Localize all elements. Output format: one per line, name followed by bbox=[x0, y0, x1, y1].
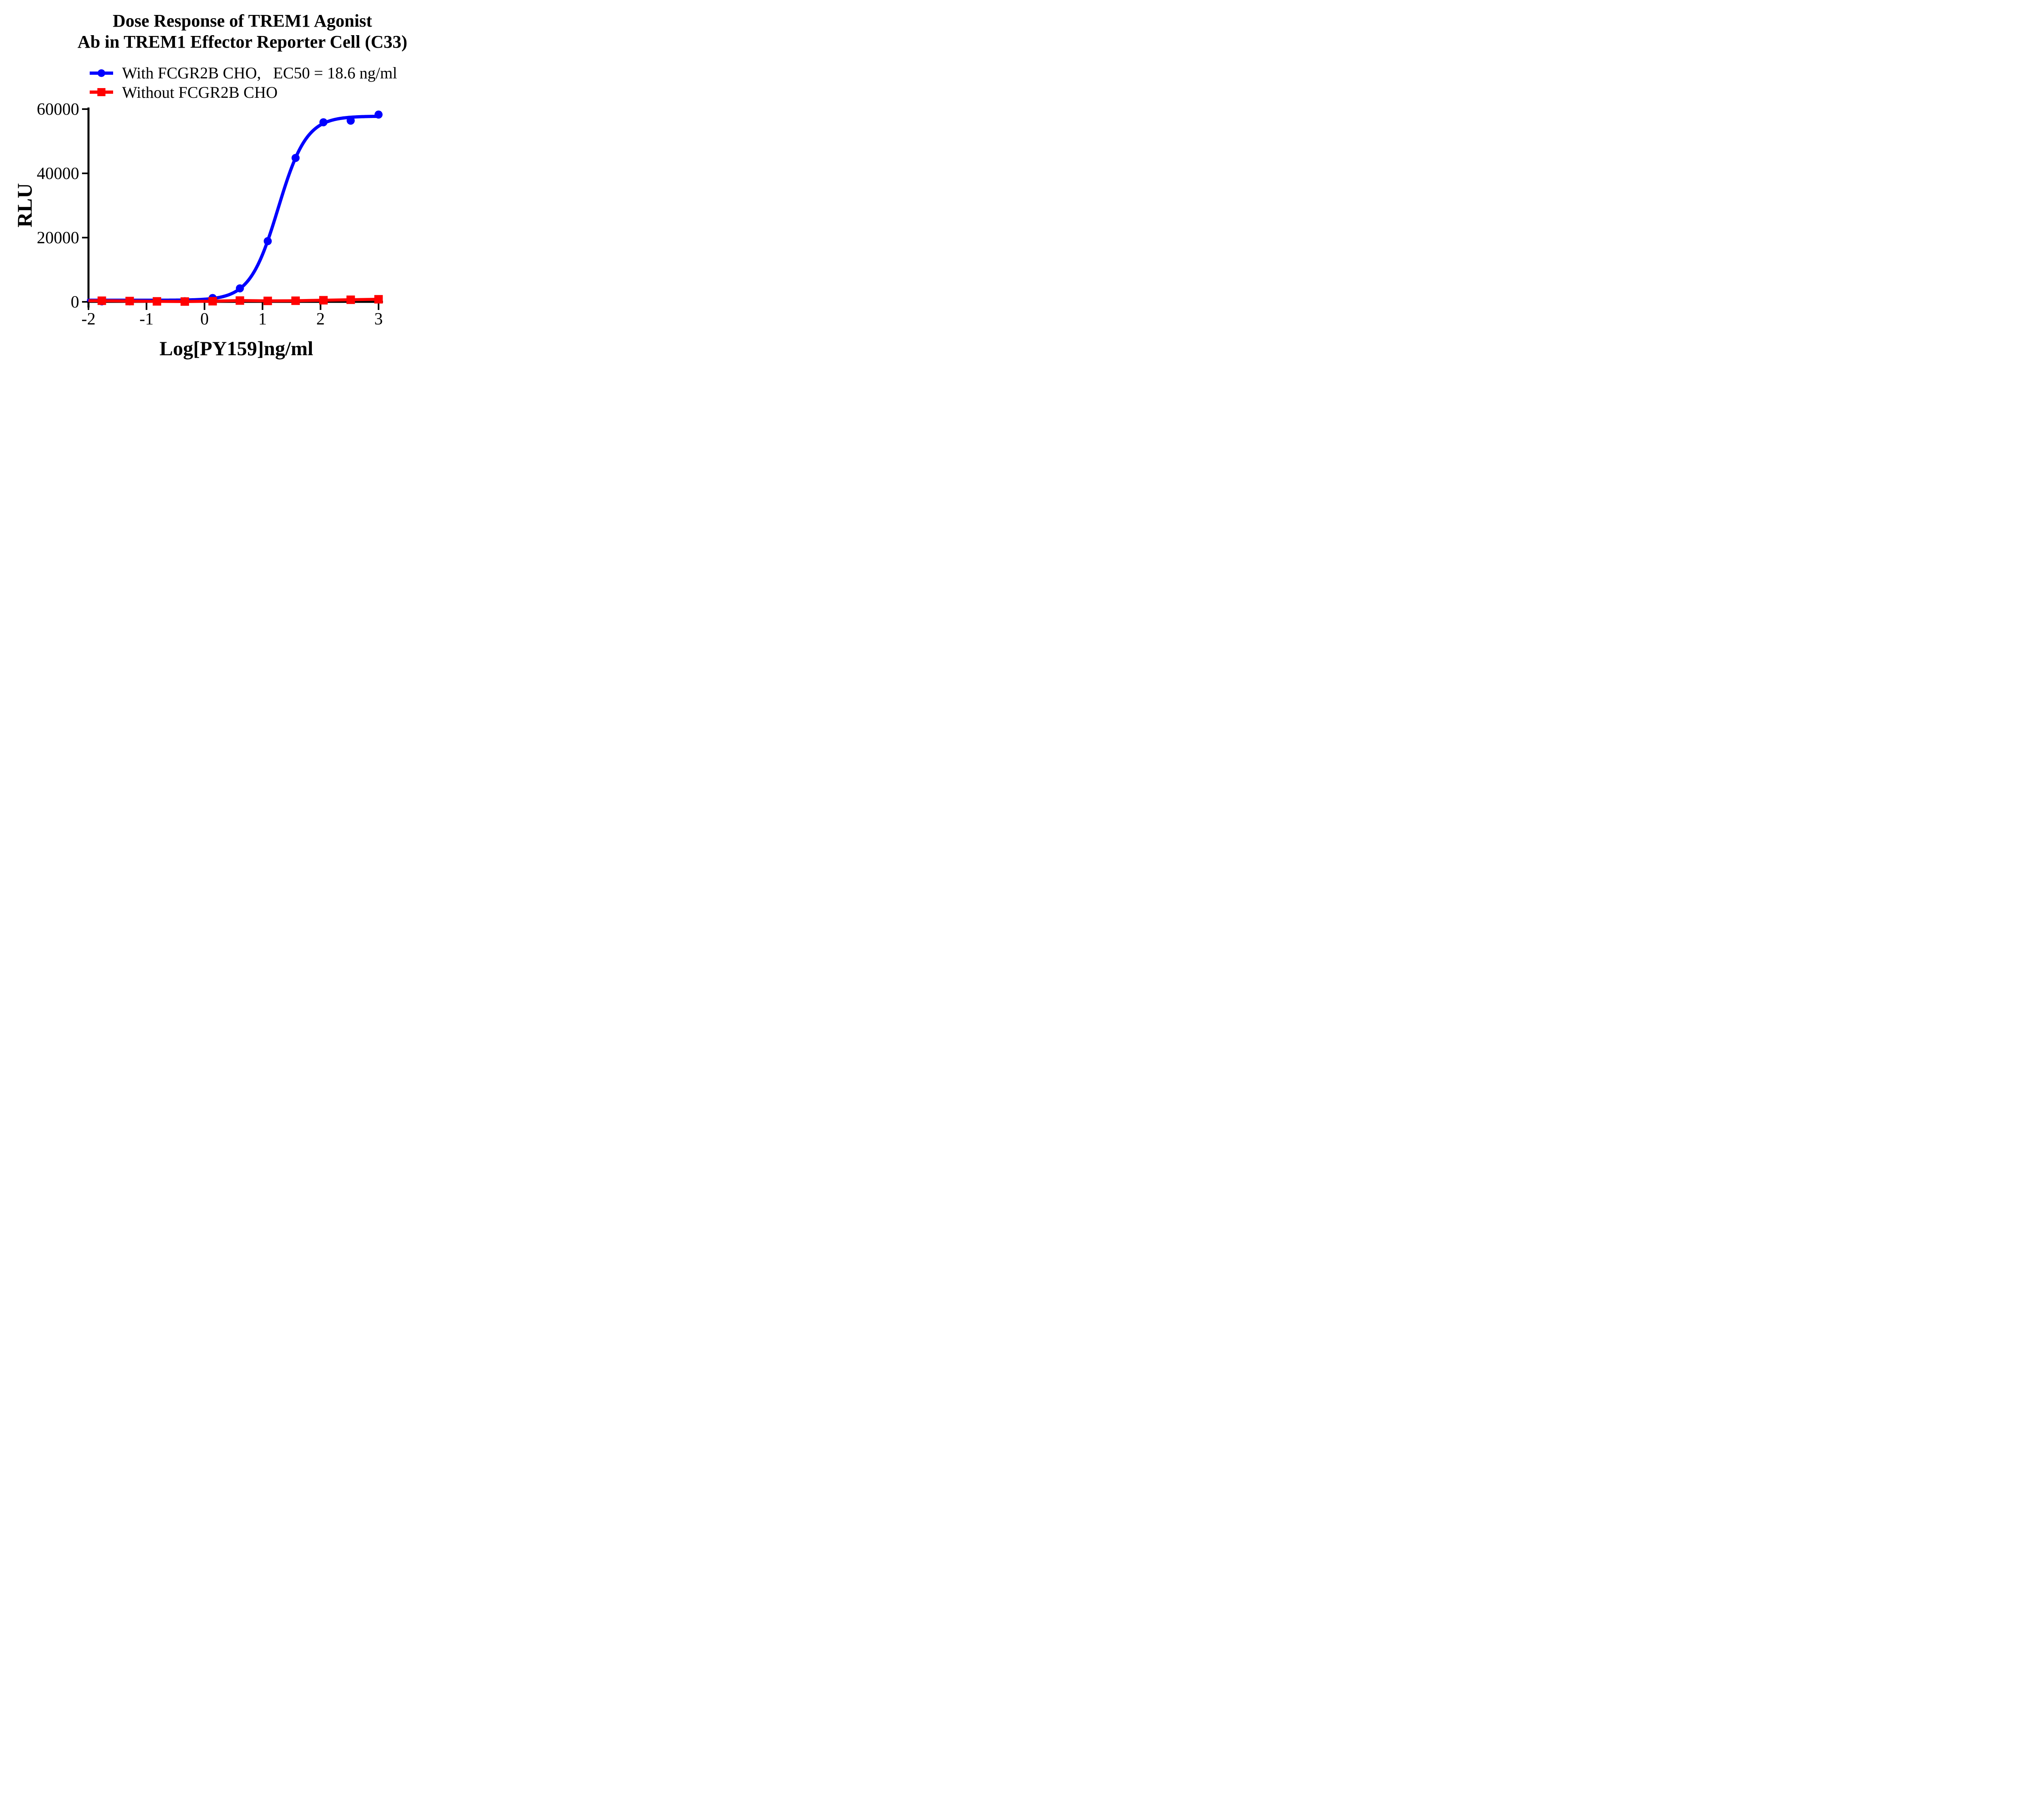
y-tick-label: 60000 bbox=[37, 100, 79, 119]
data-point-circle-with-fcgr2b bbox=[347, 116, 355, 125]
legend-item-with-fcgr2b: With FCGR2B CHO, EC50 = 18.6 ng/ml bbox=[90, 63, 397, 82]
data-point-square-without-fcgr2b bbox=[291, 296, 300, 305]
plot-area: 0 20000 40000 60000 -2 -1 0 1 2 3 bbox=[37, 100, 383, 329]
legend-line-circle-icon bbox=[90, 69, 113, 77]
x-tick-label: 2 bbox=[316, 310, 325, 329]
y-tick-label: 40000 bbox=[37, 164, 79, 183]
data-point-square-without-fcgr2b bbox=[263, 297, 272, 305]
legend-label-without-fcgr2b: Without FCGR2B CHO bbox=[122, 83, 278, 102]
legend: With FCGR2B CHO, EC50 = 18.6 ng/ml Withou… bbox=[90, 63, 397, 102]
y-tick-label: 0 bbox=[71, 293, 79, 312]
legend-label-text: Without FCGR2B CHO bbox=[122, 83, 278, 101]
trend-line-without-fcgr2b bbox=[88, 297, 379, 303]
data-point-square-without-fcgr2b bbox=[125, 297, 134, 305]
data-point-square-without-fcgr2b bbox=[346, 295, 355, 304]
legend-ec50-value: EC50 = 18.6 ng/ml bbox=[273, 63, 398, 82]
x-tick-label: -2 bbox=[82, 310, 96, 329]
legend-item-without-fcgr2b: Without FCGR2B CHO bbox=[90, 82, 397, 102]
dose-response-figure: Dose Response of TREM1 Agonist Ab in TRE… bbox=[0, 0, 421, 364]
x-tick-label: 3 bbox=[375, 310, 383, 329]
data-point-square-without-fcgr2b bbox=[152, 297, 161, 306]
x-tick-label: -1 bbox=[139, 310, 154, 329]
data-point-circle-with-fcgr2b bbox=[319, 118, 328, 126]
x-tick-label: 0 bbox=[200, 310, 209, 329]
x-tick-label: 1 bbox=[258, 310, 267, 329]
legend-label-text: With FCGR2B CHO, bbox=[122, 63, 261, 82]
legend-line-square-icon bbox=[90, 88, 113, 96]
y-tick-label: 20000 bbox=[37, 229, 79, 247]
data-point-circle-with-fcgr2b bbox=[236, 284, 244, 293]
chart-title-line1: Dose Response of TREM1 Agonist bbox=[112, 11, 372, 31]
data-point-square-without-fcgr2b bbox=[319, 296, 328, 305]
legend-label-with-fcgr2b: With FCGR2B CHO, EC50 = 18.6 ng/ml bbox=[122, 63, 397, 82]
data-point-square-without-fcgr2b bbox=[180, 297, 189, 306]
data-point-circle-with-fcgr2b bbox=[263, 237, 272, 245]
chart-title-line2: Ab in TREM1 Effector Reporter Cell (C33) bbox=[77, 32, 408, 52]
data-point-square-without-fcgr2b bbox=[374, 295, 383, 304]
x-axis-title: Log[PY159]ng/ml bbox=[159, 337, 314, 360]
data-point-square-without-fcgr2b bbox=[236, 296, 244, 305]
data-point-circle-with-fcgr2b bbox=[291, 154, 300, 162]
y-axis-title: RLU bbox=[13, 183, 37, 227]
data-point-circle-with-fcgr2b bbox=[375, 110, 383, 119]
data-point-square-without-fcgr2b bbox=[97, 296, 106, 305]
data-point-square-without-fcgr2b bbox=[208, 297, 217, 305]
fit-curve-with-fcgr2b bbox=[87, 114, 380, 302]
chart-title: Dose Response of TREM1 Agonist Ab in TRE… bbox=[61, 11, 421, 53]
